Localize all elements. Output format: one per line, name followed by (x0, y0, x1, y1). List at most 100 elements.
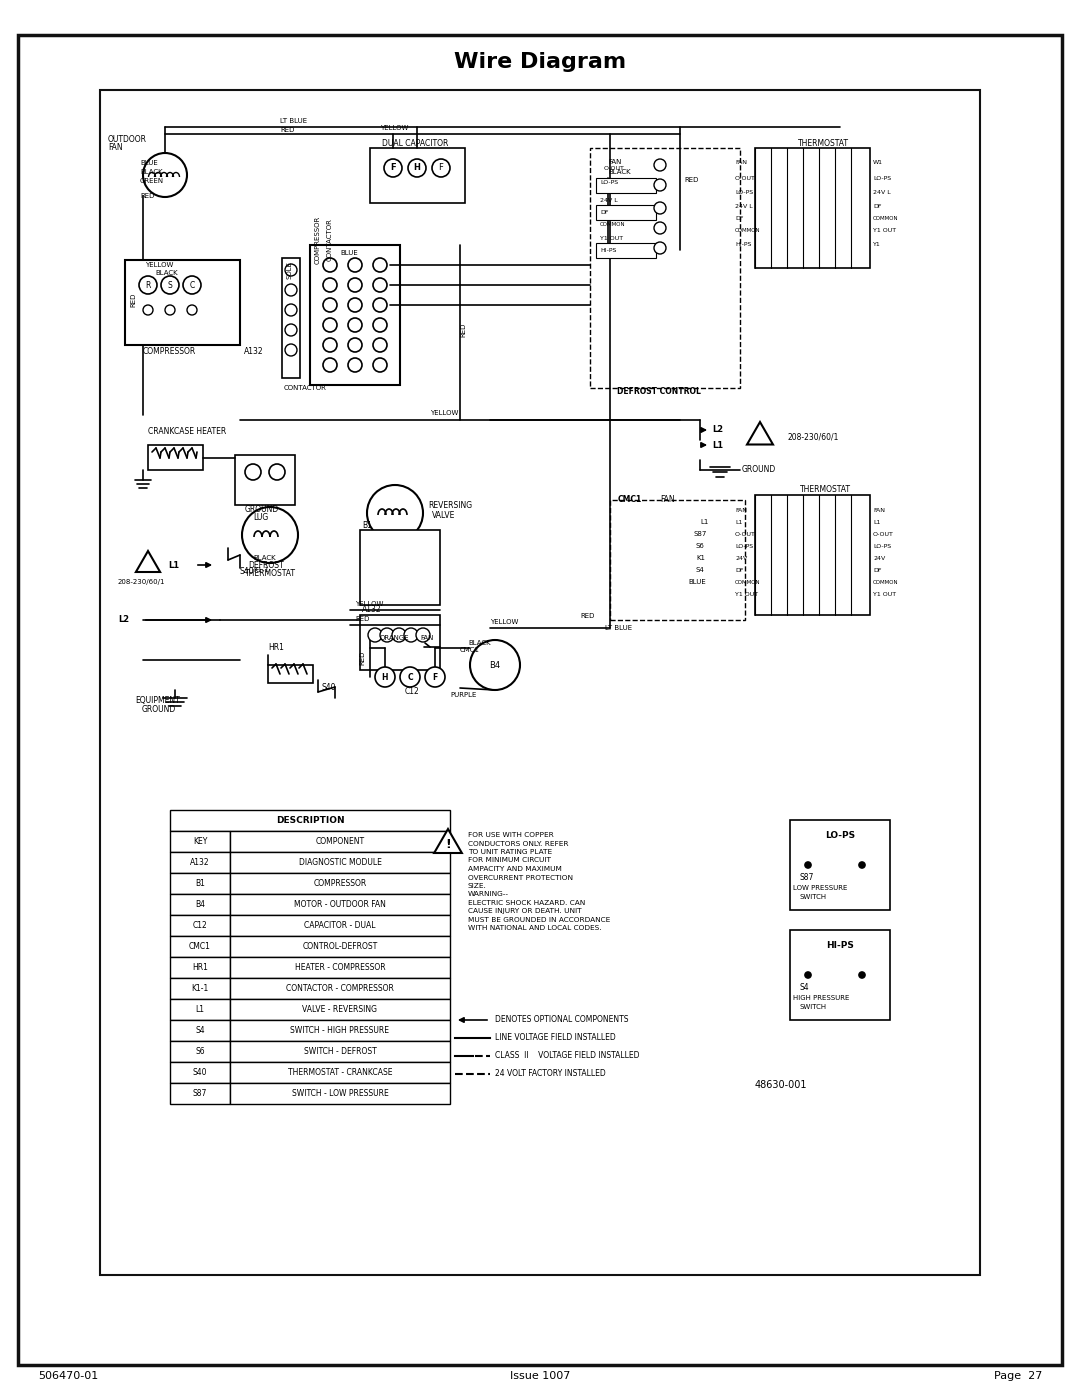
Bar (230, 894, 450, 915)
Text: 24V: 24V (735, 556, 747, 560)
Text: SWITCH - LOW PRESSURE: SWITCH - LOW PRESSURE (292, 1090, 389, 1098)
Text: S40: S40 (322, 683, 337, 693)
Text: A132: A132 (362, 605, 381, 615)
Circle shape (805, 972, 811, 978)
Bar (230, 957, 450, 978)
Circle shape (859, 972, 865, 978)
Text: SOLE: SOLE (287, 261, 293, 279)
Text: L2: L2 (712, 426, 724, 434)
Bar (170, 1020, 230, 1041)
Text: HIGH PRESSURE: HIGH PRESSURE (793, 995, 849, 1002)
Text: DEFROST CONTROL: DEFROST CONTROL (617, 387, 701, 397)
Circle shape (187, 305, 197, 314)
Text: YELLOW: YELLOW (145, 263, 174, 268)
Text: CONTACTOR: CONTACTOR (284, 386, 327, 391)
Circle shape (242, 507, 298, 563)
Text: KEY: KEY (193, 837, 207, 847)
Text: FOR USE WITH COPPER
CONDUCTORS ONLY. REFER
TO UNIT RATING PLATE
FOR MINIMUM CIRC: FOR USE WITH COPPER CONDUCTORS ONLY. REF… (468, 833, 610, 932)
Text: LUG: LUG (253, 514, 268, 522)
Bar (230, 1041, 450, 1062)
Text: LO-PS: LO-PS (873, 176, 891, 180)
Circle shape (348, 319, 362, 332)
Text: DUAL CAPACITOR: DUAL CAPACITOR (382, 138, 448, 148)
Text: YELLOW: YELLOW (490, 619, 518, 624)
Circle shape (654, 159, 666, 170)
Text: A132: A132 (190, 858, 210, 868)
Text: LO-PS: LO-PS (735, 543, 753, 549)
Text: HR1: HR1 (268, 644, 284, 652)
Circle shape (285, 264, 297, 277)
Text: DESCRIPTION: DESCRIPTION (275, 816, 345, 826)
Text: REVERSING: REVERSING (428, 500, 472, 510)
Text: SWITCH - DEFROST: SWITCH - DEFROST (303, 1046, 376, 1056)
Text: PURPLE: PURPLE (450, 692, 476, 698)
Text: CONTACTOR - COMPRESSOR: CONTACTOR - COMPRESSOR (286, 983, 394, 993)
Circle shape (392, 629, 406, 643)
Text: !: ! (445, 838, 450, 852)
Circle shape (654, 222, 666, 235)
Text: H: H (381, 672, 388, 682)
Text: HEATER - COMPRESSOR: HEATER - COMPRESSOR (295, 963, 386, 972)
Text: S6: S6 (195, 1046, 205, 1056)
Text: ORANGE: ORANGE (380, 636, 409, 641)
Text: LT BLUE: LT BLUE (605, 624, 632, 631)
Bar (230, 873, 450, 894)
Circle shape (373, 278, 387, 292)
Text: DIAGNOSTIC MODULE: DIAGNOSTIC MODULE (298, 858, 381, 868)
Bar (596, 177, 656, 193)
Bar (590, 148, 740, 388)
Circle shape (654, 242, 666, 254)
Bar (230, 915, 450, 936)
Text: F: F (438, 163, 444, 172)
Circle shape (323, 298, 337, 312)
Text: SWITCH - HIGH PRESSURE: SWITCH - HIGH PRESSURE (291, 1025, 390, 1035)
Circle shape (373, 338, 387, 352)
Circle shape (348, 278, 362, 292)
Text: RED: RED (140, 193, 154, 198)
Text: K1-1: K1-1 (253, 567, 269, 573)
Text: CMC1: CMC1 (618, 496, 643, 504)
Circle shape (654, 203, 666, 214)
Circle shape (323, 338, 337, 352)
Bar (755, 495, 870, 615)
Text: CLASS  II    VOLTAGE FIELD INSTALLED: CLASS II VOLTAGE FIELD INSTALLED (495, 1052, 639, 1060)
Text: COMMON: COMMON (873, 215, 899, 221)
Text: S87: S87 (693, 531, 706, 536)
Text: BLACK: BLACK (608, 169, 631, 175)
Text: DENOTES OPTIONAL COMPONENTS: DENOTES OPTIONAL COMPONENTS (495, 1016, 629, 1024)
Text: RED: RED (684, 177, 699, 183)
Text: CAPACITOR - DUAL: CAPACITOR - DUAL (305, 921, 376, 930)
Text: RED: RED (280, 127, 295, 133)
Circle shape (285, 284, 297, 296)
Text: B1: B1 (195, 879, 205, 888)
Bar (230, 1083, 450, 1104)
Text: FAN: FAN (660, 496, 675, 504)
Text: O-OUT: O-OUT (735, 176, 756, 180)
Bar (170, 915, 230, 936)
Text: S40: S40 (192, 1067, 207, 1077)
Bar (230, 936, 450, 957)
Text: YELLOW: YELLOW (380, 124, 408, 131)
Bar (268, 665, 313, 683)
Text: S4: S4 (195, 1025, 205, 1035)
Bar (230, 1062, 450, 1083)
Text: RED: RED (460, 323, 465, 337)
Text: YELLOW: YELLOW (430, 409, 458, 416)
Text: HI-PS: HI-PS (600, 247, 617, 253)
Text: S40: S40 (240, 567, 255, 577)
Text: YELLOW: YELLOW (355, 601, 383, 608)
Text: DF: DF (735, 215, 743, 221)
Bar (230, 1020, 450, 1041)
Text: DF: DF (600, 210, 608, 215)
Text: C: C (189, 281, 194, 289)
Circle shape (380, 629, 394, 643)
Circle shape (416, 629, 430, 643)
Text: L1: L1 (700, 520, 708, 525)
Text: THERMOSTAT: THERMOSTAT (800, 486, 851, 495)
Text: HR1: HR1 (192, 963, 208, 972)
Text: CRANKCASE HEATER: CRANKCASE HEATER (148, 427, 226, 436)
Text: 24 VOLT FACTORY INSTALLED: 24 VOLT FACTORY INSTALLED (495, 1070, 606, 1078)
Bar (170, 1062, 230, 1083)
Text: EQUIPMENT: EQUIPMENT (135, 696, 179, 704)
Text: Issue 1007: Issue 1007 (510, 1370, 570, 1382)
